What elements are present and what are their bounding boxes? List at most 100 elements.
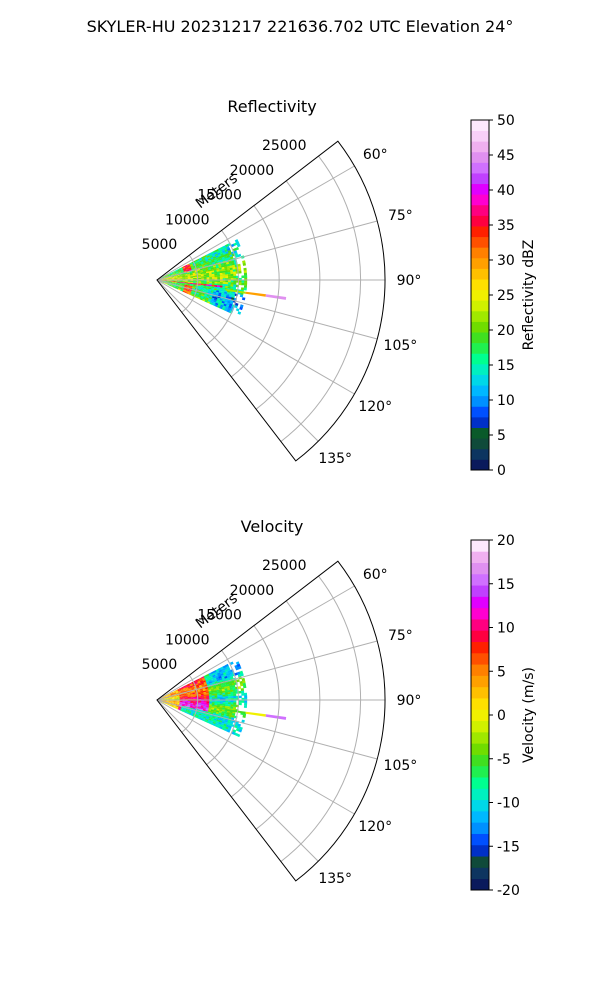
- data-cell: [233, 242, 238, 246]
- data-cell: [190, 265, 194, 268]
- data-cell: [174, 698, 178, 700]
- data-cell: [179, 703, 183, 706]
- data-cell: [199, 292, 203, 295]
- data-cell: [192, 708, 196, 710]
- data-cell: [203, 700, 207, 702]
- data-cell: [196, 712, 200, 715]
- data-cell: [203, 702, 207, 705]
- data-cell: [222, 703, 226, 707]
- colorbar-swatch: [471, 720, 489, 733]
- data-cell: [174, 277, 178, 279]
- data-cell: [174, 689, 178, 692]
- data-cell: [213, 708, 217, 711]
- data-cell: [223, 715, 227, 719]
- data-cell: [180, 289, 184, 291]
- data-cell: [219, 726, 223, 730]
- colorbar-swatch: [471, 363, 489, 375]
- data-cell: [241, 677, 246, 682]
- data-cell: [228, 681, 232, 684]
- colorbar-swatch: [471, 310, 489, 322]
- data-cell: [224, 270, 228, 273]
- data-cell: [204, 713, 208, 717]
- data-cell: [232, 689, 236, 692]
- data-cell: [170, 705, 174, 707]
- data-cell: [213, 711, 217, 714]
- data-cell: [216, 705, 221, 708]
- data-cell: [224, 688, 228, 691]
- data-cell: [241, 693, 245, 696]
- data-cell: [185, 278, 189, 280]
- colorbar-swatch: [471, 385, 489, 397]
- data-cell: [171, 277, 175, 278]
- data-cell: [168, 701, 172, 703]
- data-cell: [173, 693, 177, 695]
- data-cell: [201, 697, 205, 699]
- data-cell: [172, 271, 176, 274]
- data-cell: [174, 281, 178, 283]
- data-cell: [180, 288, 184, 291]
- data-cell: [192, 690, 196, 693]
- data-cell: [229, 687, 234, 691]
- data-cell: [188, 686, 192, 689]
- data-cell: [237, 686, 242, 689]
- data-cell: [243, 267, 247, 271]
- azimuth-tick-label: 105°: [384, 338, 418, 354]
- data-cell: [190, 264, 194, 267]
- data-cell: [165, 283, 169, 285]
- data-cell: [226, 309, 231, 313]
- data-cell: [238, 268, 242, 272]
- data-cell: [187, 705, 191, 707]
- data-cell: [198, 696, 202, 698]
- data-cell: [217, 283, 221, 286]
- data-cell: [187, 712, 191, 715]
- data-cell: [213, 289, 217, 293]
- data-cell: [200, 681, 204, 684]
- data-cell: [197, 261, 201, 264]
- data-cell: [222, 678, 226, 682]
- data-cell: [236, 733, 241, 738]
- data-cell: [230, 691, 234, 695]
- data-cell: [219, 694, 223, 697]
- clutter-spike-segment: [245, 711, 266, 717]
- data-cell: [216, 305, 221, 309]
- colorbar-swatch: [471, 226, 489, 238]
- data-cell: [175, 706, 179, 709]
- data-cell: [170, 274, 174, 276]
- data-cell: [211, 280, 215, 282]
- data-cell: [207, 299, 212, 303]
- data-cell: [170, 692, 173, 694]
- data-cell: [196, 265, 200, 268]
- data-cell: [209, 697, 213, 699]
- data-cell: [239, 726, 243, 731]
- colorbar-swatch: [471, 173, 489, 185]
- colorbar-swatch: [471, 289, 489, 301]
- data-cell: [242, 680, 246, 684]
- data-cell: [170, 704, 174, 706]
- colorbar-tick-label: -20: [497, 883, 520, 899]
- data-cell: [222, 274, 226, 277]
- clutter-spike-segment: [245, 291, 266, 297]
- colorbar-swatch: [471, 162, 489, 174]
- data-cell: [204, 257, 209, 261]
- data-cell: [212, 674, 216, 678]
- data-cell: [209, 295, 213, 298]
- data-cell: [204, 676, 208, 679]
- data-cell: [211, 275, 215, 278]
- data-cell: [189, 691, 193, 693]
- data-cell: [233, 693, 237, 697]
- data-cell: [214, 696, 218, 699]
- azimuth-spoke: [156, 279, 319, 442]
- data-cell: [231, 717, 235, 721]
- data-cell: [222, 705, 226, 708]
- data-cell: [171, 282, 175, 283]
- data-cell: [208, 692, 212, 695]
- data-cell: [217, 280, 221, 283]
- data-cell: [204, 720, 208, 723]
- data-cell: [172, 691, 176, 694]
- data-cell: [206, 702, 210, 705]
- data-cell: [189, 286, 193, 289]
- data-cell: [179, 687, 183, 690]
- data-cell: [224, 728, 228, 732]
- data-cell: [163, 276, 166, 278]
- data-cell: [175, 690, 179, 692]
